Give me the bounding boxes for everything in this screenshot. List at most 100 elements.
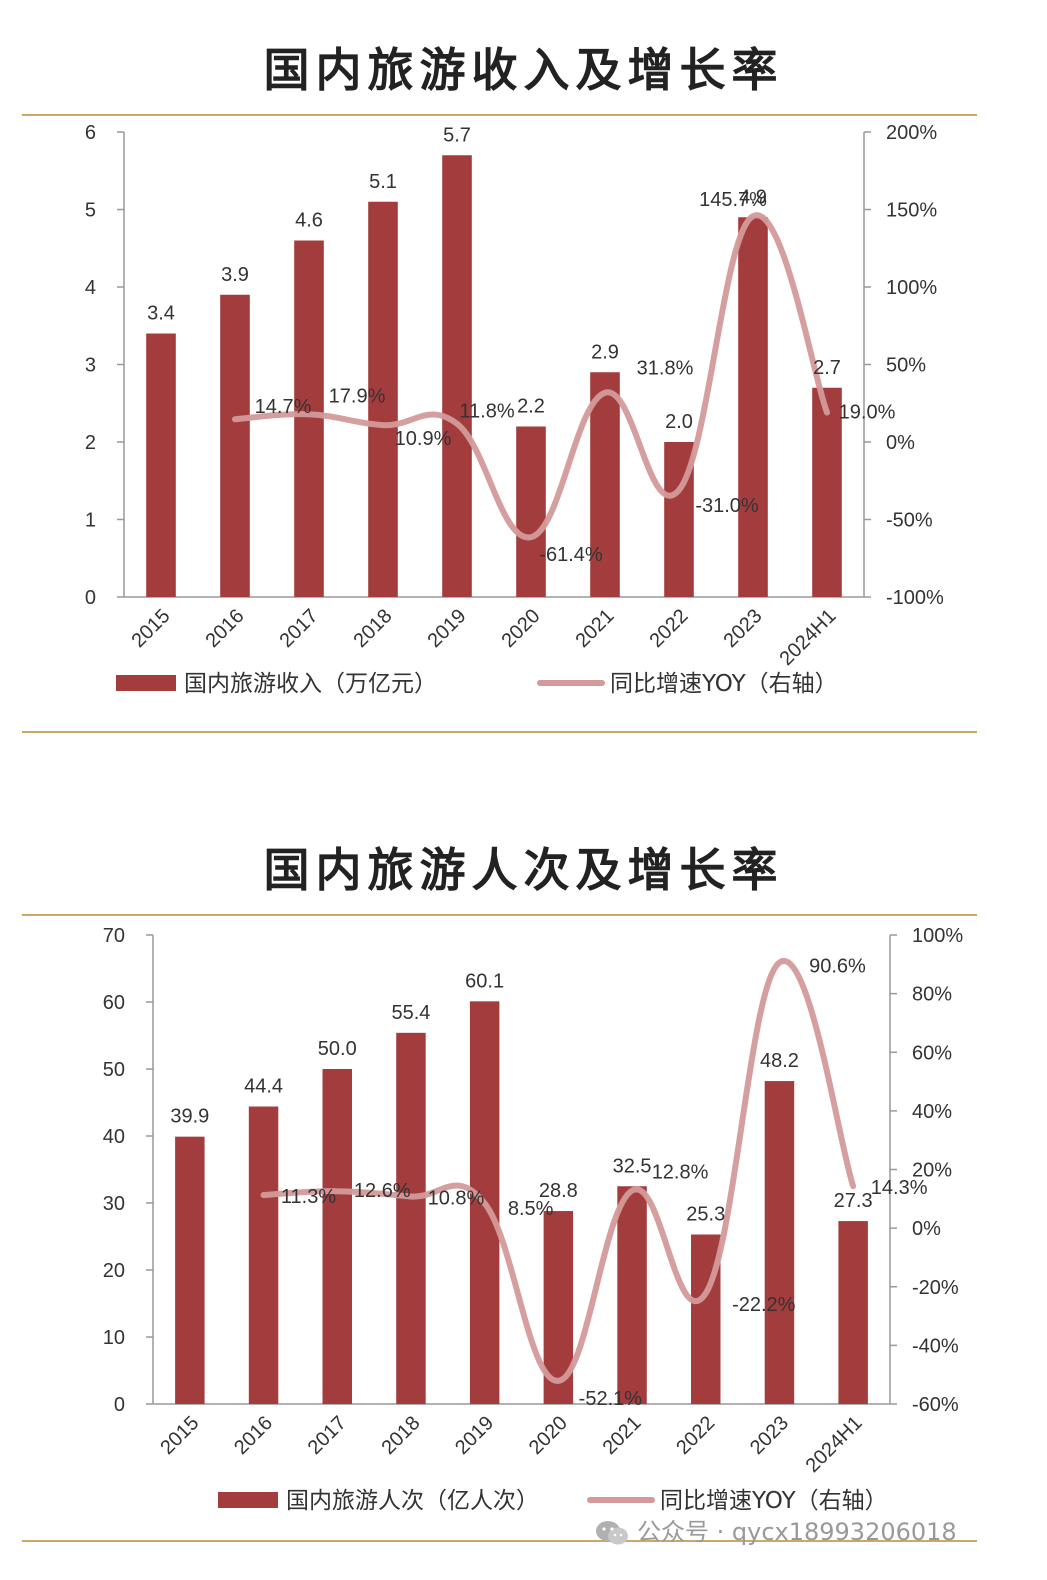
chart-2-yoy-label-2024H1: 14.3% <box>871 1177 928 1199</box>
chart-2-right-tick-label: 0% <box>912 1218 941 1240</box>
chart-2-category-label-2023: 2023 <box>746 1412 793 1459</box>
chart-1-bar-label-2020: 2.2 <box>517 396 545 418</box>
chart-1-bar-label-2016: 3.9 <box>221 264 249 286</box>
chart-1-left-tick-label: 1 <box>85 510 96 532</box>
chart-2-right-tick-label: 100% <box>912 925 963 947</box>
chart-2-bottom-rule <box>22 1540 977 1542</box>
chart-2-left-tick-label: 50 <box>103 1059 125 1081</box>
chart-1-legend-bar-label: 国内旅游收入（万亿元） <box>184 671 437 697</box>
chart-1-bar-label-2022: 2.0 <box>665 411 693 433</box>
chart-1-left-tick-label: 3 <box>85 355 96 377</box>
chart-1-bottom-rule <box>22 731 977 733</box>
chart-2-bar-2023 <box>764 1081 795 1404</box>
chart-2-category-label-2017: 2017 <box>304 1412 351 1459</box>
chart-1-right-tick-label: 0% <box>886 432 915 454</box>
chart-2-title: 国内旅游人次及增长率 <box>263 843 784 897</box>
chart-1-bar-label-2017: 4.6 <box>295 210 323 232</box>
chart-2-category-label-2015: 2015 <box>156 1412 203 1459</box>
chart-1-yoy-label-2019: 11.8% <box>459 401 514 423</box>
chart-1-yoy-label-2023: 145.7% <box>699 189 767 211</box>
chart-2-bar-label-2017: 50.0 <box>318 1038 357 1060</box>
chart-2-yoy-label-2018: 10.8% <box>428 1187 485 1209</box>
chart-1-bar-2017 <box>294 240 324 597</box>
chart-2-legend-bar-label: 国内旅游人次（亿人次） <box>286 1488 539 1514</box>
chart-2-left-tick-label: 60 <box>103 992 125 1014</box>
chart-1-yoy-label-2018: 10.9% <box>395 428 452 450</box>
chart-2-category-label-2016: 2016 <box>230 1412 277 1459</box>
chart-2-category-label-2021: 2021 <box>599 1412 646 1459</box>
chart-2-category-label-2019: 2019 <box>451 1412 498 1459</box>
chart-1-yoy-label-2022: -31.0% <box>695 495 759 517</box>
chart-1-bar-2023 <box>738 217 768 597</box>
chart-2-bar-2016 <box>248 1106 279 1404</box>
chart-2-yoy-line <box>260 958 857 1384</box>
chart-1-left-tick-label: 2 <box>85 432 96 454</box>
chart-1-yoy-label-2024H1: 19.0% <box>839 402 896 424</box>
chart-2-left-tick-label: 40 <box>103 1126 125 1148</box>
chart-1-title: 国内旅游收入及增长率 <box>263 43 784 97</box>
chart-1-bar-2016 <box>220 294 250 597</box>
chart-2-bar-label-2024H1: 27.3 <box>834 1190 873 1212</box>
chart-2-bar-label-2019: 60.1 <box>465 970 504 992</box>
chart-2-right-tick-label: -40% <box>912 1335 959 1357</box>
chart-1-right-tick-label: 100% <box>886 277 937 299</box>
chart-1-right-tick-label: 150% <box>886 200 937 222</box>
chart-1-bar-2021 <box>590 372 620 597</box>
chart-2-left-tick-label: 20 <box>103 1260 125 1282</box>
chart-2-left-tick-label: 0 <box>114 1394 125 1416</box>
chart-2-bar-label-2023: 48.2 <box>760 1050 799 1072</box>
chart-2-right-tick-label: 40% <box>912 1101 952 1123</box>
chart-2-yoy-label-2022: -22.2% <box>732 1294 796 1316</box>
chart-2-category-label-2024H1: 2024H1 <box>802 1412 867 1477</box>
chart-1-bar-label-2019: 5.7 <box>443 124 471 146</box>
chart-2-legend-bar-swatch <box>218 1492 278 1508</box>
chart-1-yoy-label-2020: -61.4% <box>539 544 603 566</box>
chart-2-bar-2024H1 <box>838 1221 868 1404</box>
chart-1-yoy-line <box>232 212 830 541</box>
chart-2-yoy-label-2021: 12.8% <box>652 1162 709 1184</box>
watermark: 公众号 · qycx18993206018 <box>595 1512 957 1547</box>
chart-1-left-tick-label: 0 <box>85 587 96 609</box>
chart-1-left-tick-label: 5 <box>85 200 96 222</box>
chart-2-bar-label-2022: 25.3 <box>686 1203 725 1225</box>
chart-1-right-tick-label: -100% <box>886 587 944 609</box>
chart-2-left-tick-label: 30 <box>103 1193 125 1215</box>
wechat-icon <box>596 1521 628 1545</box>
chart-2-category-label-2020: 2020 <box>525 1412 572 1459</box>
chart-1-bar-label-2015: 3.4 <box>147 303 175 325</box>
chart-1-yoy-label-2017: 17.9% <box>329 385 386 407</box>
chart-1-legend-bar-swatch <box>116 675 176 691</box>
chart-1-right-tick-label: 50% <box>886 355 926 377</box>
chart-2-category-label-2022: 2022 <box>672 1412 719 1459</box>
chart-2-bar-2015 <box>175 1136 205 1404</box>
chart-2-right-tick-label: 60% <box>912 1042 952 1064</box>
chart-2-yoy-label-2023: 90.6% <box>809 956 866 978</box>
chart-1-bar-2015 <box>146 333 176 597</box>
chart-1-bar-2018 <box>368 201 398 597</box>
chart-1-bar-label-2023: 4.9 <box>739 186 767 208</box>
watermark-text: 公众号 · qycx18993206018 <box>637 1518 957 1546</box>
chart-1-bar-label-2024H1: 2.7 <box>813 357 841 379</box>
chart-1-yoy-label-2016: 14.7% <box>255 396 312 418</box>
chart-1-bar-2019 <box>442 155 472 597</box>
chart-2-bar-label-2016: 44.4 <box>244 1076 283 1098</box>
chart-2-yoy-label-2017: 12.6% <box>354 1180 411 1202</box>
chart-2-yoy-label-2020: -52.1% <box>579 1388 643 1410</box>
chart-1-bar-2024H1 <box>812 387 842 597</box>
chart-2-bar-2017 <box>322 1069 352 1404</box>
chart-2-right-tick-label: -20% <box>912 1277 959 1299</box>
chart-1-legend-line-label: 同比增速YOY（右轴） <box>610 671 838 697</box>
chart-2-left-tick-label: 10 <box>103 1327 125 1349</box>
chart-2-yoy-label-2019: 8.5% <box>508 1198 554 1220</box>
chart-2-right-tick-label: 80% <box>912 984 952 1006</box>
chart-2-top-rule <box>22 914 977 916</box>
chart-2-right-tick-label: 20% <box>912 1160 952 1182</box>
chart-2-bar-2018 <box>396 1032 426 1404</box>
chart-2-bar-label-2020: 28.8 <box>539 1180 578 1202</box>
chart-1-bar-label-2018: 5.1 <box>369 171 397 193</box>
chart-2-bar-label-2018: 55.4 <box>391 1002 430 1024</box>
revenue-chart: 0 1 2 3 4 5 6 -100% -50% 0% 50% 100% 150% 200% 3.4 3.9 4… <box>85 122 944 697</box>
chart-1-yoy-label-2021: 31.8% <box>637 358 694 380</box>
chart-1-top-rule <box>22 114 977 116</box>
